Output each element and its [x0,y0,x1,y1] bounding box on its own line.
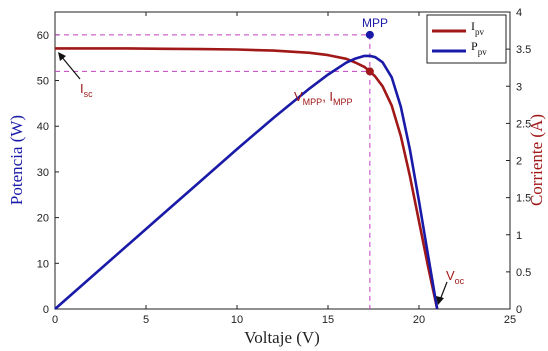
left-y-axis-label: Potencia (W) [7,115,26,205]
x-tick-label: 0 [52,314,58,326]
left-y-tick-label: 60 [37,30,49,42]
vmpp-sub: MPP [303,97,323,107]
voc-arrow-head [436,296,444,305]
right-y-axis-label: Corriente (A) [527,114,546,206]
series-layer [54,47,439,310]
series-line-i_pv [55,47,439,310]
vmpp-impp-label: VMPP, IMPP [294,89,353,107]
vmpp-sep: , I [322,89,333,104]
legend-label-power: Ppv [471,39,487,57]
mpp-label: MPP [362,16,388,30]
legend-box [426,14,507,64]
impp-point [365,67,374,76]
right-y-tick-label: 0 [516,304,522,316]
legend-label-current: Ipv [471,19,485,37]
guides-layer [55,34,371,309]
x-axis-label: Voltaje (V) [244,328,320,347]
left-y-tick-label: 10 [37,258,49,270]
left-y-tick-label: 30 [37,167,49,179]
right-y-tick-label: 1 [516,230,522,242]
impp-sub: MPP [333,97,353,107]
x-tick-label: 15 [322,314,334,326]
mpp-point [365,30,374,39]
left-y-tick-label: 0 [43,304,49,316]
points-layer [365,30,374,76]
right-y-tick-label: 3.5 [516,44,531,56]
x-tick-label: 20 [413,314,425,326]
left-y-tick-label: 50 [37,76,49,88]
right-y-tick-label: 1.5 [516,193,531,205]
isc-label: Isc [80,81,93,99]
series-line-p_pv [54,54,439,310]
right-y-tick-label: 0.5 [516,267,531,279]
right-y-tick-label: 4 [516,7,522,19]
right-y-tick-label: 3 [516,81,522,93]
x-tick-label: 5 [143,314,149,326]
voc-label: Voc [446,268,465,286]
legend: Ipv Ppv [426,14,507,64]
voc-arrow-line [439,281,448,301]
isc-arrow-line [60,55,81,80]
right-y-tick-label: 2 [516,156,522,168]
isc-arrow-head [58,52,66,61]
vmpp-v: V [294,89,303,104]
x-tick-label: 25 [504,314,516,326]
left-y-tick-label: 20 [37,213,49,225]
right-y-tick-label: 2.5 [516,118,531,130]
x-tick-label: 10 [231,314,243,326]
left-y-tick-label: 40 [37,121,49,133]
